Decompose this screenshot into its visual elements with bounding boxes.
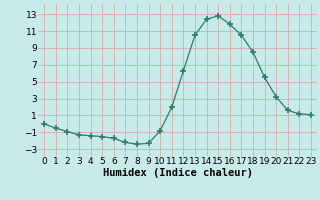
- X-axis label: Humidex (Indice chaleur): Humidex (Indice chaleur): [103, 168, 252, 178]
